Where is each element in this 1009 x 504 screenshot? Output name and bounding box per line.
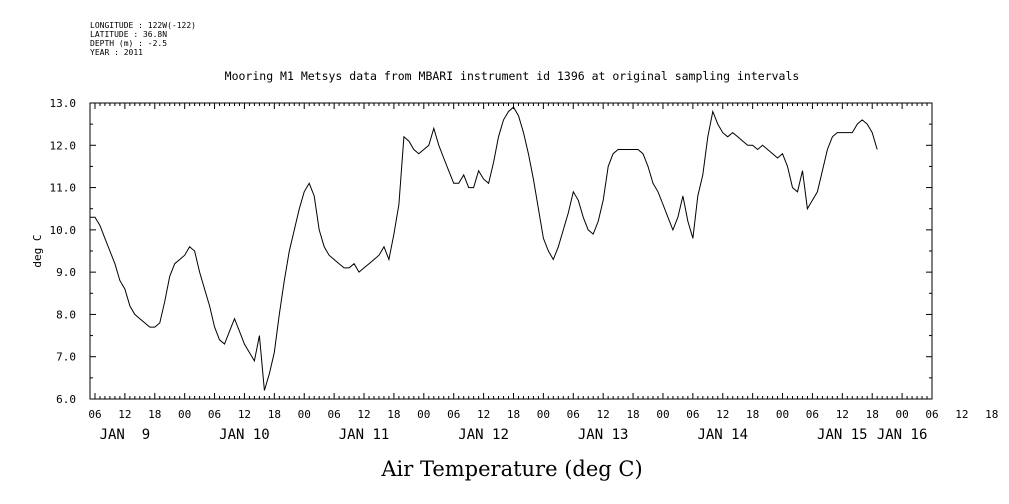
x-day-label: JAN 11 <box>339 427 390 443</box>
x-tick-label: 18 <box>268 408 281 421</box>
x-tick-label: 06 <box>925 408 938 421</box>
x-tick-labels: 06 12 18 00 06 12 18 00 06 12 18 00 06 12 18 00 06 12 18 00… <box>88 408 998 421</box>
x-day-label: JAN 13 <box>578 427 629 443</box>
series-line-air-temperature <box>90 106 878 391</box>
x-tick-label: 12 <box>238 408 251 421</box>
x-day-label: JAN 12 <box>458 427 509 443</box>
metadata-latitude: LATITUDE : 36.8N <box>90 30 168 39</box>
x-tick-label: 00 <box>776 408 789 421</box>
plot-frame <box>89 102 933 400</box>
x-day-label: JAN 9 <box>100 427 151 443</box>
y-tick-labels: 6.0 7.0 8.0 9.0 10.0 11.0 12.0 13.0 <box>50 97 77 406</box>
x-tick-label: 12 <box>597 408 610 421</box>
x-day-label: JAN 16 <box>877 427 928 443</box>
x-day-labels: JAN 9 JAN 10 JAN 11 JAN 12 JAN 13 JAN 14 JAN 1… <box>100 427 928 443</box>
x-tick-label: 18 <box>148 408 161 421</box>
y-tick-label: 13.0 <box>50 97 77 110</box>
chart-title: Mooring M1 Metsys data from MBARI instru… <box>225 69 800 83</box>
metadata-block: LONGITUDE : 122W(-122) LATITUDE : 36.8N … <box>90 21 196 57</box>
y-axis-label: deg C <box>31 234 44 267</box>
x-axis-label: Air Temperature (deg C) <box>380 457 642 481</box>
x-tick-label: 00 <box>656 408 669 421</box>
x-tick-label: 06 <box>208 408 221 421</box>
y-tick-label: 12.0 <box>50 139 77 152</box>
x-tick-label: 12 <box>477 408 490 421</box>
y-tick-label: 6.0 <box>56 393 76 406</box>
x-tick-label: 12 <box>357 408 370 421</box>
y-tick-label: 7.0 <box>56 351 76 364</box>
y-tick-label: 11.0 <box>50 182 77 195</box>
y-tick-label: 9.0 <box>56 266 76 279</box>
x-day-label: JAN 10 <box>219 427 270 443</box>
x-tick-label: 18 <box>626 408 639 421</box>
x-tick-label: 18 <box>746 408 759 421</box>
x-tick-label: 06 <box>806 408 819 421</box>
x-tick-label: 06 <box>686 408 699 421</box>
x-day-label: JAN 14 <box>697 427 748 443</box>
x-tick-label: 06 <box>567 408 580 421</box>
x-tick-label: 06 <box>447 408 460 421</box>
metadata-longitude: LONGITUDE : 122W(-122) <box>90 21 196 30</box>
metadata-year: YEAR : 2011 <box>90 48 143 57</box>
y-tick-label: 8.0 <box>56 308 76 321</box>
x-tick-label: 06 <box>328 408 341 421</box>
x-tick-label: 12 <box>955 408 968 421</box>
x-tick-label: 12 <box>118 408 131 421</box>
x-tick-label: 18 <box>387 408 400 421</box>
x-tick-label: 18 <box>507 408 520 421</box>
x-tick-label: 00 <box>537 408 550 421</box>
x-tick-label: 06 <box>88 408 101 421</box>
x-tick-label: 00 <box>178 408 191 421</box>
axis-ticks <box>90 102 932 400</box>
x-tick-label: 18 <box>866 408 879 421</box>
x-tick-label: 00 <box>417 408 430 421</box>
x-tick-label: 18 <box>985 408 998 421</box>
x-tick-label: 00 <box>895 408 908 421</box>
metadata-depth: DEPTH (m) : -2.5 <box>90 39 168 48</box>
x-tick-label: 12 <box>716 408 729 421</box>
y-tick-label: 10.0 <box>50 224 77 237</box>
x-tick-label: 00 <box>298 408 311 421</box>
x-tick-label: 12 <box>836 408 849 421</box>
x-day-label: JAN 15 <box>817 427 868 443</box>
